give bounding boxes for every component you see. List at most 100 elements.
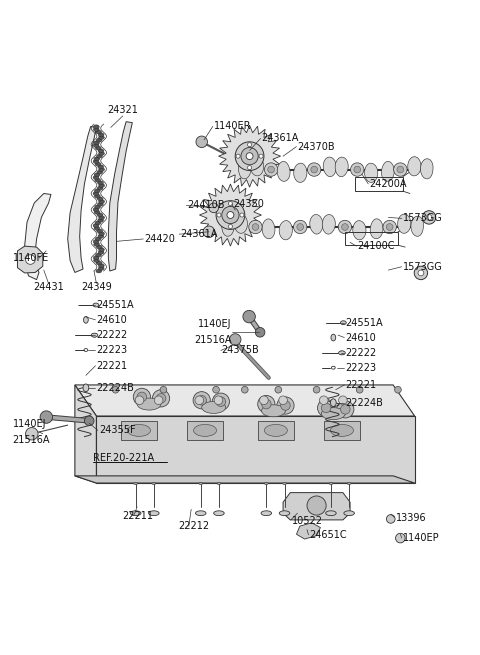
Text: 24610: 24610	[345, 333, 376, 343]
Ellipse shape	[99, 168, 105, 172]
Ellipse shape	[93, 303, 99, 307]
Ellipse shape	[93, 143, 99, 147]
Polygon shape	[297, 523, 321, 539]
Ellipse shape	[94, 242, 99, 246]
Ellipse shape	[94, 227, 100, 230]
Ellipse shape	[202, 402, 226, 413]
Ellipse shape	[93, 224, 99, 227]
Circle shape	[25, 428, 38, 440]
Circle shape	[258, 396, 275, 413]
Ellipse shape	[330, 424, 353, 436]
Circle shape	[268, 166, 275, 173]
Circle shape	[214, 396, 223, 405]
Ellipse shape	[96, 138, 102, 142]
Text: 22224B: 22224B	[96, 383, 134, 393]
Ellipse shape	[261, 511, 272, 515]
Ellipse shape	[99, 183, 105, 187]
Circle shape	[262, 400, 271, 409]
Circle shape	[240, 213, 244, 217]
Polygon shape	[75, 385, 96, 483]
Ellipse shape	[98, 267, 104, 271]
Ellipse shape	[97, 197, 103, 201]
Polygon shape	[75, 476, 415, 483]
Ellipse shape	[97, 229, 103, 233]
Polygon shape	[397, 214, 411, 233]
Polygon shape	[324, 421, 360, 440]
Circle shape	[40, 411, 52, 423]
Ellipse shape	[97, 181, 103, 185]
Ellipse shape	[94, 128, 99, 132]
Ellipse shape	[84, 316, 88, 323]
Ellipse shape	[98, 133, 104, 137]
Circle shape	[264, 163, 278, 176]
Ellipse shape	[193, 424, 216, 436]
Text: 1140EJ: 1140EJ	[198, 319, 232, 329]
Circle shape	[414, 266, 428, 280]
Circle shape	[277, 397, 294, 414]
Ellipse shape	[95, 205, 100, 209]
Circle shape	[354, 166, 360, 173]
Polygon shape	[234, 214, 248, 233]
Polygon shape	[323, 157, 336, 177]
Circle shape	[342, 223, 348, 231]
Circle shape	[137, 392, 147, 402]
Text: 22223: 22223	[345, 363, 376, 373]
Polygon shape	[262, 219, 275, 239]
Circle shape	[422, 211, 436, 224]
Text: 24551A: 24551A	[96, 300, 134, 310]
Polygon shape	[283, 493, 350, 520]
Circle shape	[209, 203, 218, 213]
Text: 24375B: 24375B	[221, 345, 259, 356]
Polygon shape	[322, 215, 336, 234]
Text: 24349: 24349	[81, 282, 112, 292]
Text: 22222: 22222	[345, 348, 376, 358]
Ellipse shape	[98, 149, 104, 153]
Text: 22212: 22212	[178, 521, 209, 531]
Ellipse shape	[344, 511, 354, 515]
Text: 1140FE: 1140FE	[12, 253, 49, 263]
Polygon shape	[353, 221, 366, 240]
Ellipse shape	[149, 511, 159, 515]
Circle shape	[84, 416, 94, 426]
Polygon shape	[420, 159, 433, 179]
Ellipse shape	[217, 483, 221, 485]
Ellipse shape	[94, 141, 99, 145]
Text: 1573GG: 1573GG	[403, 214, 443, 223]
Circle shape	[135, 396, 144, 405]
Ellipse shape	[95, 178, 101, 182]
Ellipse shape	[97, 170, 103, 174]
Polygon shape	[251, 157, 264, 176]
Ellipse shape	[99, 232, 105, 236]
Ellipse shape	[214, 511, 224, 515]
Circle shape	[260, 396, 268, 405]
Polygon shape	[408, 157, 421, 176]
Ellipse shape	[93, 208, 99, 212]
Circle shape	[241, 147, 258, 165]
Polygon shape	[277, 161, 290, 181]
Text: 24651C: 24651C	[310, 530, 347, 540]
Circle shape	[153, 390, 169, 407]
Circle shape	[241, 386, 248, 393]
Ellipse shape	[94, 259, 99, 262]
Polygon shape	[411, 216, 423, 236]
Polygon shape	[294, 163, 307, 182]
Ellipse shape	[93, 240, 99, 244]
Circle shape	[395, 386, 401, 393]
Text: 24355F: 24355F	[99, 425, 135, 436]
Ellipse shape	[93, 192, 99, 195]
Circle shape	[216, 397, 226, 407]
Ellipse shape	[329, 483, 333, 485]
Circle shape	[229, 333, 241, 345]
Ellipse shape	[340, 321, 346, 325]
Ellipse shape	[279, 511, 290, 515]
Circle shape	[338, 396, 347, 405]
Ellipse shape	[83, 384, 89, 392]
Circle shape	[213, 386, 219, 393]
Text: 13396: 13396	[396, 512, 426, 523]
Circle shape	[203, 226, 215, 238]
Polygon shape	[222, 216, 234, 236]
Ellipse shape	[325, 511, 336, 515]
Text: 1573GG: 1573GG	[403, 262, 443, 272]
Ellipse shape	[99, 151, 105, 155]
Polygon shape	[239, 159, 251, 179]
